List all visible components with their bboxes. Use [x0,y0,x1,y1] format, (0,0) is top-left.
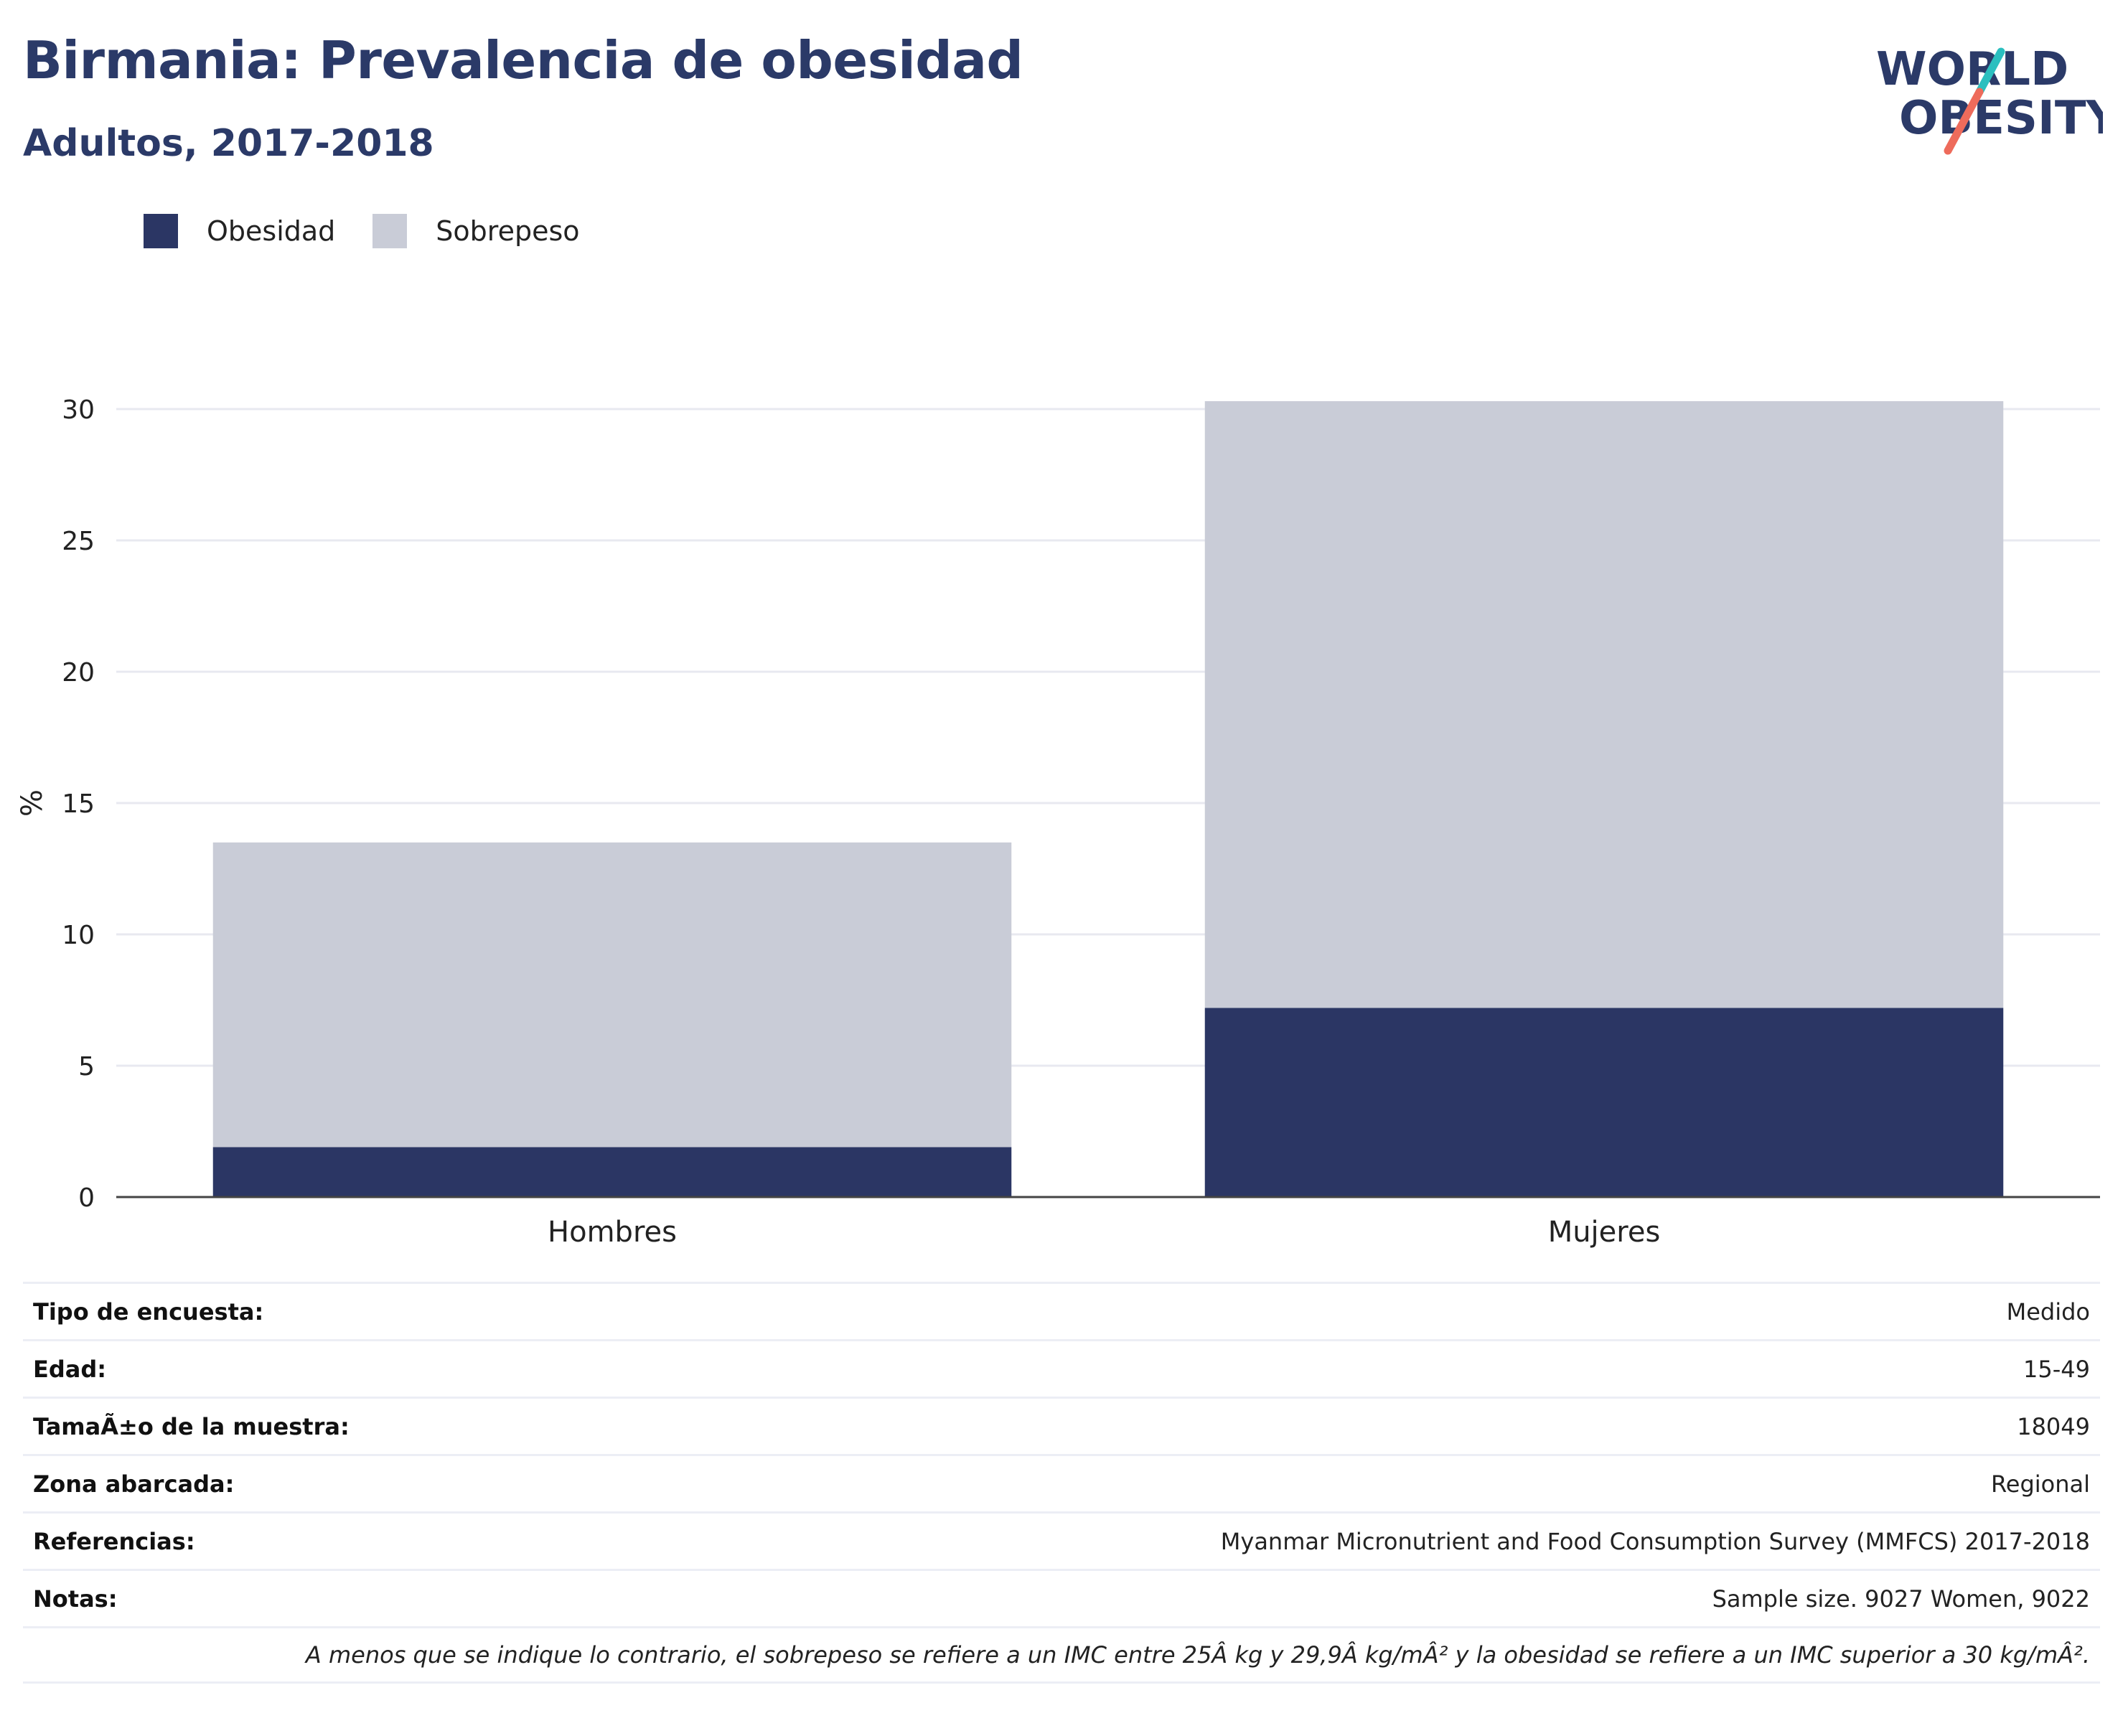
logo-word-world: WORLD [1876,43,2068,96]
detail-row: TamaÃ±o de la muestra: 18049 [23,1397,2100,1454]
y-tick-label: 10 [62,921,95,950]
detail-row: Zona abarcada: Regional [23,1454,2100,1511]
x-tick-label: Hombres [548,1216,677,1249]
survey-details-table: Tipo de encuesta: Medido Edad: 15-49 Tam… [23,1282,2100,1684]
y-tick-label: 5 [78,1052,95,1082]
legend-item-obesidad[interactable]: Obesidad [144,214,335,248]
logo-slash-teal [1975,47,2005,96]
footnote: A menos que se indique lo contrario, el … [23,1626,2100,1684]
detail-value: Myanmar Micronutrient and Food Consumpti… [1220,1527,2090,1555]
detail-value: Sample size. 9027 Women, 9022 [1712,1585,2090,1613]
detail-key: Tipo de encuesta: [33,1298,264,1326]
y-tick-label: 0 [78,1183,95,1213]
detail-row: Tipo de encuesta: Medido [23,1282,2100,1339]
detail-key: Edad: [33,1355,107,1383]
logo-word-obesity: OBESITY [1899,92,2103,145]
detail-key: Notas: [33,1585,118,1613]
footnote-text: A menos que se indique lo contrario, el … [305,1641,2090,1669]
detail-row: Referencias: Myanmar Micronutrient and F… [23,1511,2100,1569]
y-tick-label: 15 [62,789,95,819]
detail-value: 18049 [2017,1412,2090,1440]
detail-key: Referencias: [33,1527,195,1555]
detail-key: Zona abarcada: [33,1470,235,1498]
detail-row: Notas: Sample size. 9027 Women, 9022 [23,1569,2100,1626]
legend-label-sobrepeso: Sobrepeso [436,215,580,247]
legend: Obesidad Sobrepeso [144,214,617,248]
x-tick-label: Mujeres [1548,1216,1661,1249]
chart-subtitle: Adultos, 2017-2018 [23,122,434,165]
detail-row: Edad: 15-49 [23,1339,2100,1397]
legend-swatch-obesidad [144,214,178,248]
bar-sobrepeso-hombres [212,842,1012,1148]
legend-label-obesidad: Obesidad [207,215,336,247]
bar-obesidad-mujeres [1204,1008,2004,1197]
y-tick-label: 20 [62,658,95,688]
y-tick-label: 25 [62,527,95,556]
bar-obesidad-hombres [212,1147,1012,1197]
legend-item-sobrepeso[interactable]: Sobrepeso [372,214,580,248]
legend-swatch-sobrepeso [372,214,408,248]
y-axis-label: % [16,789,49,817]
detail-key: TamaÃ±o de la muestra: [33,1412,350,1440]
bar-chart: 0 5 10 15 20 25 30% Hombres Mujeres [16,395,2100,1249]
y-tick-label: 30 [62,395,95,425]
logo-slash-coral [1944,88,1984,155]
bar-sobrepeso-mujeres [1204,401,2004,1008]
detail-value: Medido [2006,1298,2090,1326]
world-obesity-logo: WORLD OBESITY [1876,43,2103,155]
detail-value: Regional [1990,1470,2090,1498]
detail-value: 15-49 [2023,1355,2090,1383]
chart-title: Birmania: Prevalencia de obesidad [23,30,1023,90]
